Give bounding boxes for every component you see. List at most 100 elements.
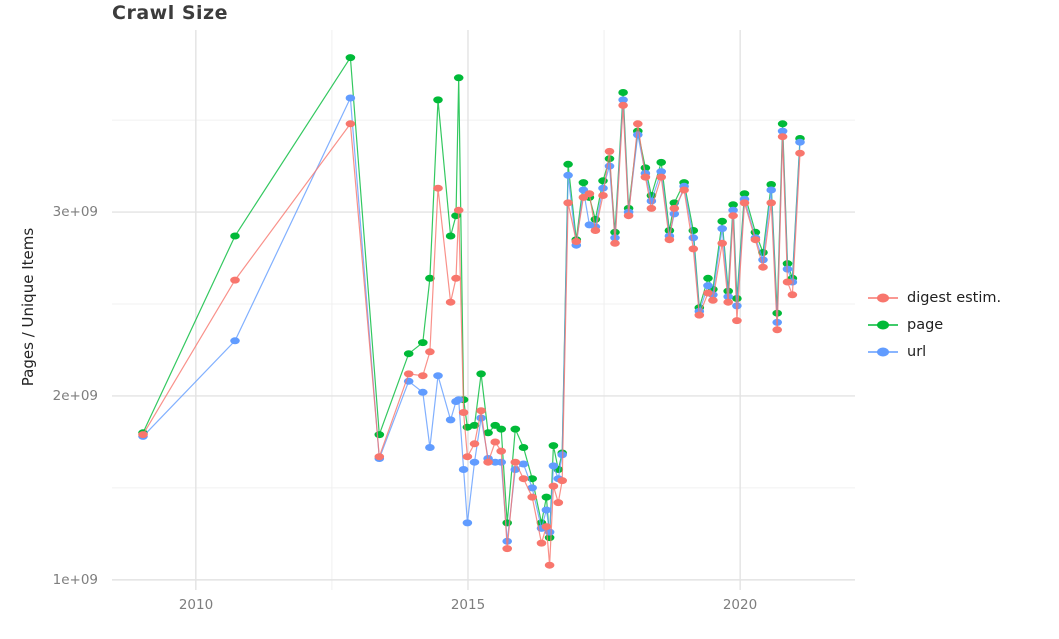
data-point-url <box>418 388 428 396</box>
data-point-page <box>496 425 507 433</box>
data-point-page <box>230 232 240 240</box>
y-tick-label: 2e+09 <box>52 388 98 404</box>
data-point-url <box>458 466 469 473</box>
data-point-page <box>518 444 529 451</box>
legend-key <box>868 290 898 306</box>
data-point-digest-estim- <box>230 276 240 284</box>
data-point-digest-estim- <box>483 458 493 466</box>
data-point-page <box>510 425 521 433</box>
y-axis-title: Pages / Unique Items <box>19 227 37 387</box>
data-point-url <box>633 131 643 139</box>
data-point-digest-estim- <box>694 311 705 319</box>
data-point-page <box>502 519 512 527</box>
data-point-digest-estim- <box>571 238 582 245</box>
data-point-digest-estim- <box>425 348 435 356</box>
data-point-page <box>483 429 493 437</box>
data-point-digest-estim- <box>777 133 788 141</box>
legend-dot-icon <box>877 293 889 302</box>
data-point-digest-estim- <box>584 190 595 198</box>
data-point-digest-estim- <box>544 561 555 569</box>
data-point-page <box>640 164 651 172</box>
data-point-url <box>345 94 356 102</box>
data-point-url <box>433 372 443 380</box>
data-point-digest-estim- <box>766 199 776 207</box>
data-point-digest-estim- <box>610 239 620 247</box>
legend-dot-icon <box>877 320 889 329</box>
data-point-page <box>717 217 727 225</box>
series-line-url <box>142 95 801 542</box>
data-point-url <box>618 96 628 104</box>
data-point-url <box>548 462 559 470</box>
legend-label: digest estim. <box>907 289 1002 306</box>
data-point-url <box>469 458 480 466</box>
data-point-digest-estim- <box>772 326 782 334</box>
data-point-digest-estim- <box>527 493 537 501</box>
data-point-url <box>496 458 507 466</box>
data-point-url <box>758 256 768 264</box>
data-point-page <box>425 274 435 282</box>
data-point-digest-estim- <box>451 274 461 282</box>
data-point-digest-estim- <box>496 447 507 455</box>
data-point-digest-estim- <box>708 296 718 304</box>
data-point-digest-estim- <box>374 453 385 461</box>
data-point-page <box>403 350 414 358</box>
data-point-digest-estim- <box>604 147 615 155</box>
data-point-url <box>728 206 738 214</box>
data-point-url <box>230 337 240 345</box>
legend-item-page: page <box>868 311 1001 338</box>
data-point-digest-estim- <box>728 212 738 220</box>
data-point-page <box>656 158 666 166</box>
data-point-digest-estim- <box>502 545 512 553</box>
data-point-page <box>453 74 464 82</box>
data-point-page <box>766 181 776 188</box>
data-point-digest-estim- <box>462 453 473 461</box>
data-point-digest-estim- <box>787 291 798 299</box>
data-point-digest-estim- <box>723 298 733 306</box>
data-point-url <box>604 162 615 170</box>
data-point-url <box>476 414 486 422</box>
data-point-page <box>777 120 788 128</box>
legend: digest estim. page url <box>868 284 1001 365</box>
legend-item-url: url <box>868 338 1001 365</box>
data-point-digest-estim- <box>563 199 573 207</box>
x-tick-label: 2015 <box>450 597 486 613</box>
data-point-digest-estim- <box>458 409 469 416</box>
data-point-page <box>374 431 385 439</box>
data-point-page <box>469 421 480 429</box>
y-tick-label: 3e+09 <box>52 204 98 220</box>
data-point-digest-estim- <box>739 199 750 207</box>
data-point-page <box>541 493 552 501</box>
data-point-url <box>527 484 537 492</box>
data-point-page <box>476 370 486 378</box>
legend-label: url <box>907 343 927 360</box>
data-point-url <box>598 184 608 192</box>
data-point-page <box>578 179 589 187</box>
data-point-url <box>717 225 727 233</box>
chart-title: Crawl Size <box>112 2 228 24</box>
data-point-digest-estim- <box>345 120 356 128</box>
legend-item-digest: digest estim. <box>868 284 1001 311</box>
legend-label: page <box>907 316 944 333</box>
data-point-digest-estim- <box>536 539 547 547</box>
data-point-page <box>433 96 443 104</box>
legend-key <box>868 317 898 333</box>
data-point-page <box>728 201 738 209</box>
data-point-url <box>777 127 788 135</box>
data-point-digest-estim- <box>433 184 443 192</box>
legend-key <box>868 344 898 360</box>
data-point-page <box>739 190 750 198</box>
legend-dot-icon <box>877 347 889 356</box>
data-point-digest-estim- <box>403 370 414 378</box>
data-point-digest-estim- <box>469 440 480 448</box>
data-point-digest-estim- <box>548 482 559 490</box>
data-point-digest-estim- <box>633 120 643 128</box>
data-point-digest-estim- <box>703 289 713 297</box>
data-point-url <box>766 186 776 194</box>
data-point-page <box>703 274 713 282</box>
data-point-url <box>703 282 713 290</box>
x-tick-label: 2010 <box>178 597 214 613</box>
data-point-url <box>656 168 666 176</box>
data-point-digest-estim- <box>623 212 634 220</box>
data-point-digest-estim- <box>656 173 666 181</box>
data-point-digest-estim- <box>664 236 675 244</box>
